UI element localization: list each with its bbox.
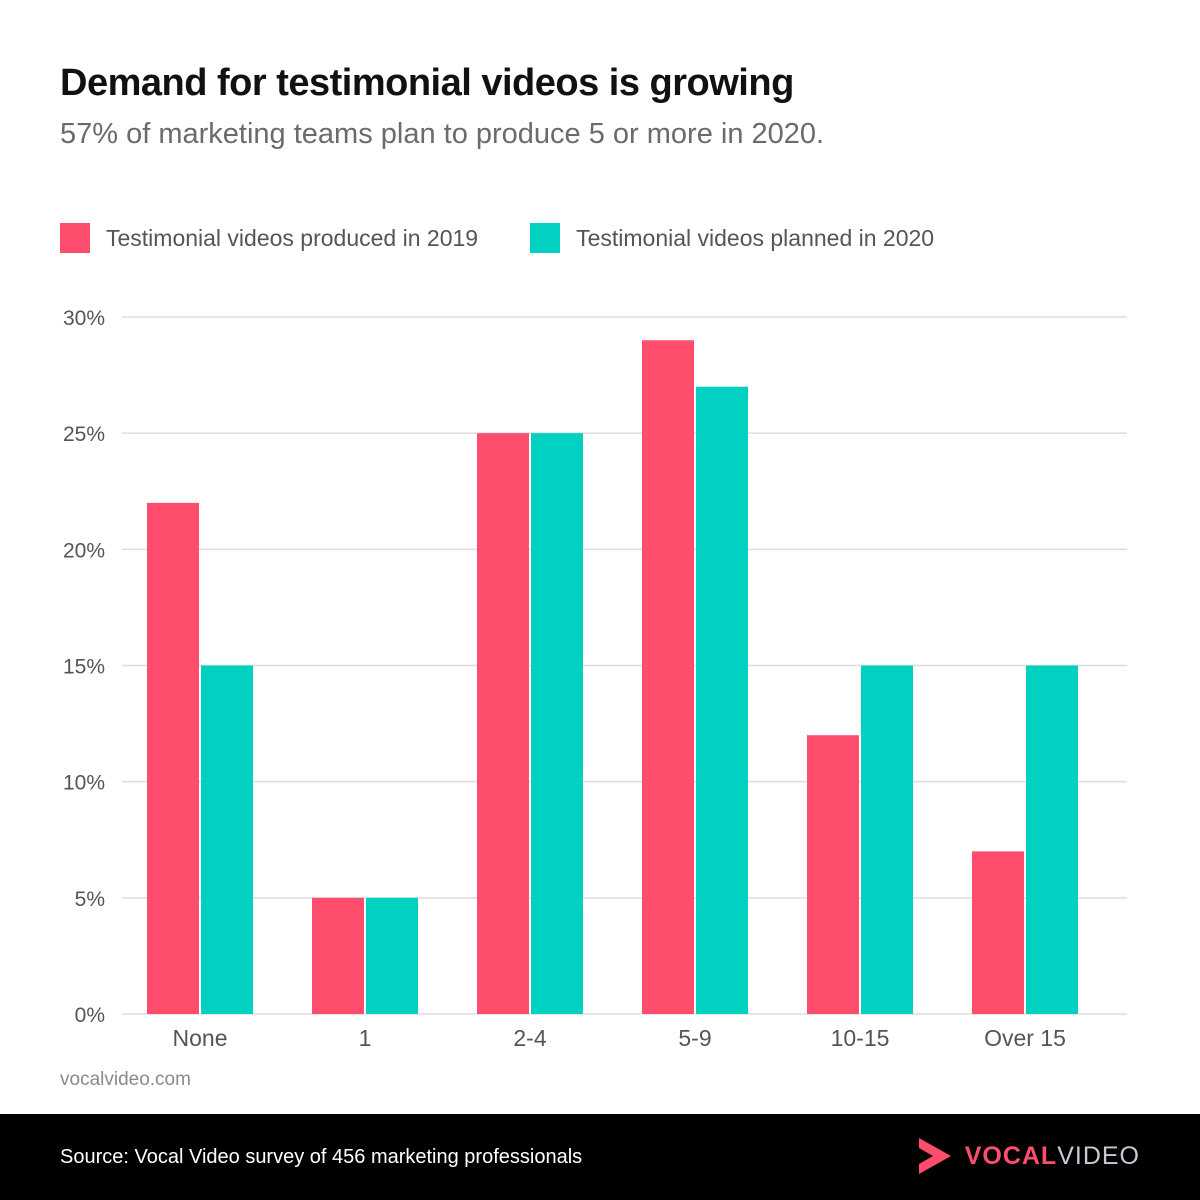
bar-2020-1	[366, 897, 418, 1014]
x-tick-label-5-9: 5-9	[678, 1025, 711, 1051]
website-label: vocalvideo.com	[60, 1069, 191, 1090]
y-tick-label-0: 0%	[75, 1004, 105, 1027]
y-tick-label-15: 15%	[63, 656, 105, 679]
bar-2020-2-4	[531, 433, 583, 1015]
bar-2020-5-9	[696, 386, 748, 1014]
bar-2019-10-15	[807, 735, 859, 1014]
chart-subtitle: 57% of marketing teams plan to produce 5…	[60, 118, 825, 150]
x-tick-label-none: None	[173, 1025, 228, 1051]
legend-swatch-2020	[530, 223, 561, 253]
source-note: Source: Vocal Video survey of 456 market…	[60, 1146, 583, 1168]
legend-label-2020: Testimonial videos planned in 2020	[576, 224, 935, 251]
legend: Testimonial videos produced in 2019 Test…	[60, 222, 986, 254]
bar-2019-2-4	[477, 433, 529, 1015]
legend-item-2020: Testimonial videos planned in 2020	[530, 223, 934, 253]
footer-bar: Source: Vocal Video survey of 456 market…	[0, 1114, 1200, 1200]
x-tick-label-1: 1	[359, 1025, 372, 1051]
chart-title: Demand for testimonial videos is growing	[60, 62, 794, 104]
bar-2019-1	[312, 897, 364, 1014]
x-tick-label-2-4: 2-4	[513, 1025, 546, 1051]
x-tick-label-over-15: Over 15	[984, 1025, 1066, 1051]
legend-swatch-2019	[60, 223, 90, 253]
brand-logo-text-video: VIDEO	[1057, 1141, 1140, 1170]
brand-logo: VOCALVIDEO	[915, 1136, 1140, 1176]
bar-2019-5-9	[642, 340, 694, 1014]
y-tick-label-20: 20%	[63, 539, 105, 562]
bar-2019-none	[147, 502, 199, 1014]
y-tick-label-5: 5%	[75, 888, 105, 911]
legend-label-2019: Testimonial videos produced in 2019	[106, 224, 479, 251]
legend-item-2019: Testimonial videos produced in 2019	[60, 223, 478, 253]
y-tick-label-10: 10%	[63, 772, 105, 795]
y-tick-label-25: 25%	[63, 423, 105, 446]
bar-2020-10-15	[861, 665, 913, 1014]
brand-logo-text-vocal: VOCAL	[964, 1141, 1058, 1170]
bar-2019-over-15	[972, 851, 1024, 1014]
play-triangle-icon	[918, 1138, 951, 1174]
x-tick-label-10-15: 10-15	[831, 1025, 890, 1051]
bar-chart: 0% 5% 10% 15% 20% 25% 30% None 1 2-4 5-9 10-15 Over …	[63, 307, 1127, 1051]
bar-2020-none	[201, 665, 253, 1014]
y-tick-label-30: 30%	[63, 307, 105, 330]
bar-2020-over-15	[1026, 665, 1078, 1014]
brand-logo-text: VOCALVIDEO	[965, 1142, 1140, 1171]
